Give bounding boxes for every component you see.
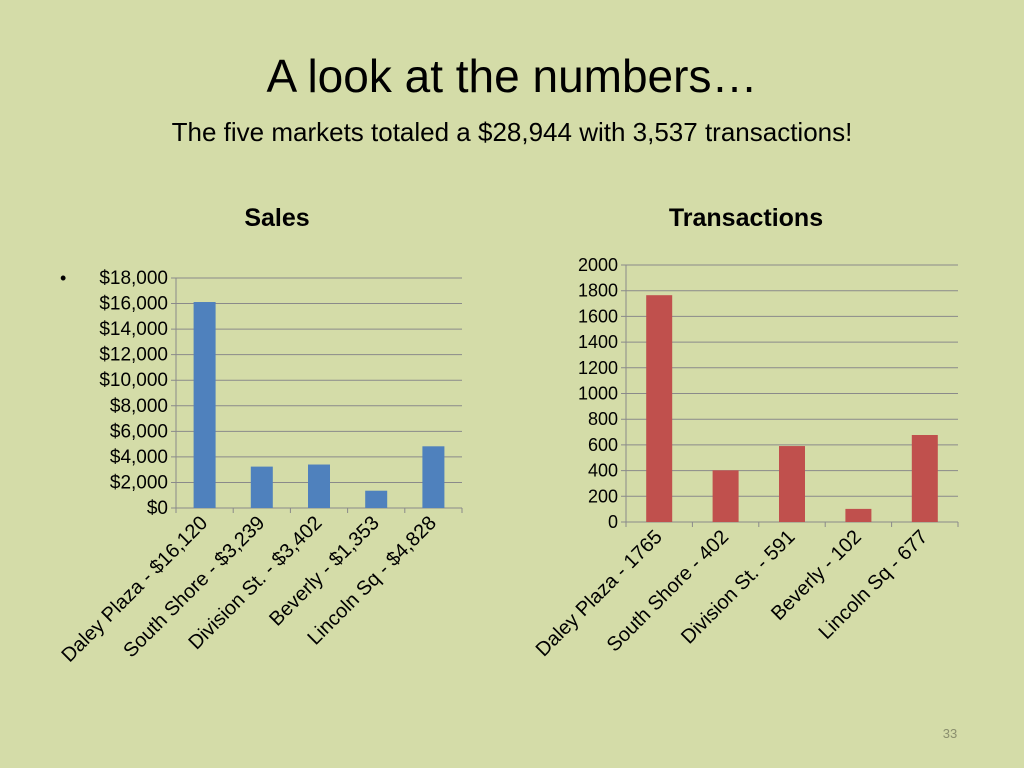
page-number: 33: [942, 726, 958, 741]
bullet-dot: •: [60, 268, 67, 288]
bar: [646, 295, 673, 522]
transactions-chart-title: Transactions: [668, 204, 824, 232]
y-tick-label: $0: [147, 498, 168, 519]
y-tick-label: 400: [588, 461, 618, 481]
y-tick-label: 600: [588, 435, 618, 455]
category-label: Daley Plaza - 1765: [532, 526, 667, 661]
y-tick-label: 1200: [578, 358, 618, 378]
y-tick-label: $12,000: [99, 345, 168, 366]
y-tick-label: $18,000: [99, 268, 168, 289]
bar: [365, 490, 388, 508]
y-tick-label: 800: [588, 409, 618, 429]
category-label: Division St. - 591: [677, 526, 799, 648]
y-tick-label: 1600: [578, 306, 618, 326]
bar: [911, 435, 938, 522]
sales-chart-title: Sales: [244, 204, 310, 232]
y-tick-label: $16,000: [99, 294, 168, 315]
y-tick-label: 0: [608, 512, 618, 532]
y-tick-label: 200: [588, 486, 618, 506]
bar: [845, 508, 872, 522]
y-tick-label: $4,000: [110, 447, 168, 468]
category-label: South Shore - 402: [603, 526, 733, 656]
y-tick-label: 1000: [578, 384, 618, 404]
y-tick-label: $10,000: [99, 370, 168, 391]
bar: [779, 446, 805, 522]
y-tick-label: $14,000: [99, 319, 168, 340]
y-tick-label: 2000: [578, 255, 618, 275]
slide-subtitle: The five markets totaled a $28,944 with …: [171, 117, 853, 147]
bar: [712, 470, 739, 522]
y-tick-label: $8,000: [110, 396, 168, 417]
slide-title: A look at the numbers…: [266, 50, 758, 102]
y-tick-label: $2,000: [110, 472, 168, 493]
y-tick-label: $6,000: [110, 421, 168, 442]
y-tick-label: 1800: [578, 281, 618, 301]
bar: [308, 464, 330, 508]
bar: [193, 302, 216, 508]
y-tick-label: 1400: [578, 332, 618, 352]
bar: [250, 466, 273, 508]
bar: [422, 446, 445, 508]
